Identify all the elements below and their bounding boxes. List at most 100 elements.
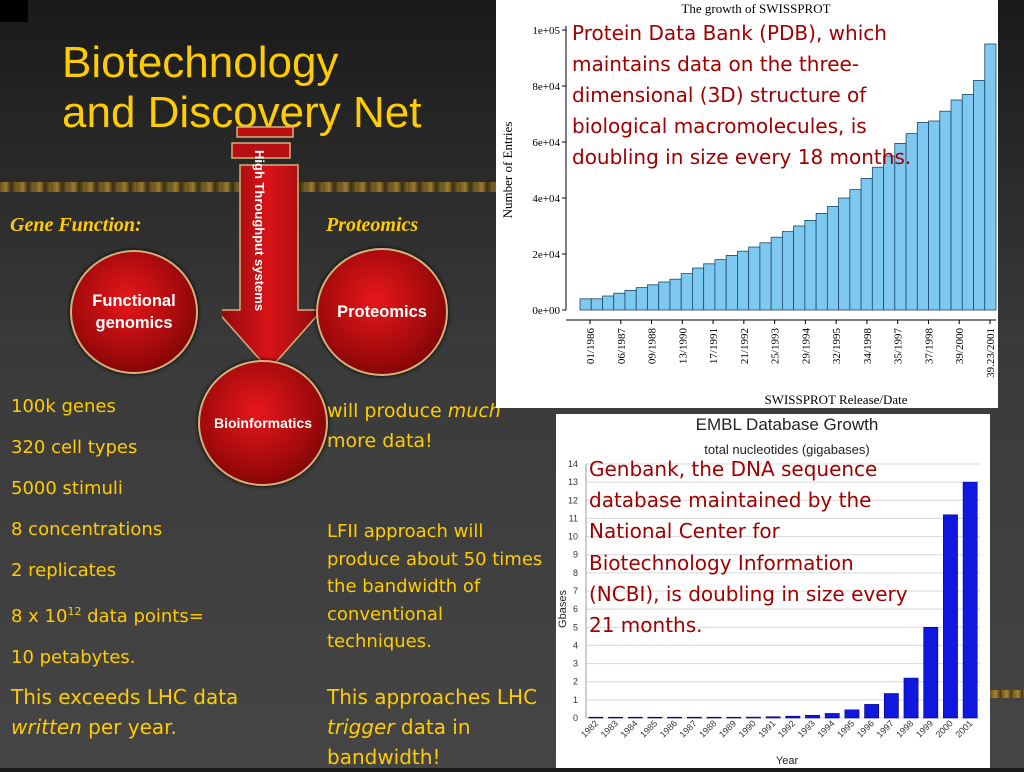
chart-y-label: Number of Entries — [500, 122, 515, 219]
bar — [647, 284, 660, 311]
y-tick-label: 11 — [569, 513, 578, 523]
y-tick-label: 3 — [573, 659, 578, 669]
bar — [950, 99, 963, 311]
bar — [602, 295, 615, 311]
bar — [939, 110, 952, 311]
bioinformatics-circle: Bioinformatics — [198, 360, 328, 486]
conclusion-part2: per year. — [81, 715, 177, 739]
middle-text-2: LFII approach will produce about 50 time… — [327, 521, 543, 652]
x-tick-label: 1996 — [855, 718, 876, 739]
y-tick-label: 6e+04 — [532, 137, 560, 149]
bar — [805, 714, 820, 719]
y-tick-label: 1e+05 — [532, 25, 560, 37]
bar — [635, 287, 648, 311]
bar — [883, 693, 899, 719]
decorative-band-right — [990, 690, 1024, 698]
functional-genomics-circle: Functional genomics — [70, 250, 198, 374]
x-tick-label: 06/1987 — [616, 328, 628, 365]
list-item: 8 concentrations — [11, 519, 163, 540]
bar — [725, 254, 738, 311]
x-tick-label: 1984 — [618, 718, 639, 739]
x-tick-label: 13/1990 — [677, 328, 689, 365]
y-tick-label: 7 — [573, 586, 578, 596]
y-tick-label: 1 — [573, 695, 578, 705]
y-tick-label: 14 — [568, 459, 578, 469]
list-item-suffix: data points= — [81, 606, 204, 627]
y-tick-label: 6 — [573, 604, 578, 614]
bar — [785, 715, 801, 719]
functional-genomics-label: Functional genomics — [92, 292, 176, 332]
x-tick-label: 37/1998 — [923, 328, 935, 365]
bar — [624, 289, 637, 311]
x-tick-label: 1992 — [776, 718, 797, 739]
x-tick-label: 01/1986 — [585, 328, 597, 365]
gene-function-heading: Gene Function: — [10, 214, 142, 236]
bar — [667, 716, 683, 719]
y-tick-label: 5 — [573, 622, 578, 632]
bar — [824, 713, 840, 719]
embl-chart: EMBL Database Growth total nucleotides (… — [556, 414, 990, 768]
list-item: 10 petabytes. — [11, 647, 136, 668]
x-tick-label: 1989 — [717, 718, 738, 739]
bar — [588, 716, 604, 719]
bar — [706, 716, 722, 719]
chart-x-label: SWISSPROT Release/Date — [764, 392, 907, 407]
chart-subtitle: total nucleotides (gigabases) — [704, 442, 870, 457]
bar — [871, 166, 884, 311]
y-tick-label: 8 — [573, 568, 578, 578]
x-tick-label: 1999 — [914, 718, 935, 739]
conclusion-part1: This exceeds LHC data — [11, 685, 239, 709]
bar — [647, 716, 663, 719]
y-tick-label: 0 — [573, 713, 578, 723]
list-item: 100k genes — [11, 396, 116, 417]
bar — [903, 677, 919, 719]
bar — [692, 267, 705, 311]
bar — [844, 709, 860, 719]
left-list: 100k genes 320 cell types 5000 stimuli 8… — [11, 396, 311, 669]
bar — [860, 177, 873, 311]
proteomics-label: Proteomics — [337, 302, 427, 321]
y-tick-label: 2 — [573, 677, 578, 687]
bar — [838, 197, 851, 311]
middle-text-1-part2: more data! — [327, 430, 433, 452]
chart-x-label: Year — [776, 755, 799, 767]
y-tick-label: 10 — [568, 532, 578, 542]
x-tick-label: 1987 — [678, 718, 699, 739]
x-tick-label: 1990 — [737, 718, 758, 739]
bar — [962, 481, 978, 719]
bar — [714, 259, 727, 311]
y-tick-label: 0e+00 — [532, 305, 560, 317]
bar — [793, 225, 806, 311]
y-tick-label: 13 — [568, 477, 578, 487]
middle-text-1-italic: much — [447, 400, 501, 422]
swissprot-chart: The growth of SWISSPROT Number of Entrie… — [496, 0, 998, 408]
bar — [658, 281, 671, 311]
down-arrow-icon — [222, 126, 322, 372]
bar — [737, 250, 750, 311]
bar — [608, 716, 623, 719]
bar — [703, 263, 716, 311]
x-tick-label: 39.23/2001 — [985, 328, 997, 378]
x-tick-label: 1993 — [796, 718, 817, 739]
swissprot-chart-svg: The growth of SWISSPROT Number of Entrie… — [500, 1, 997, 407]
y-tick-label: 9 — [573, 550, 578, 560]
proteomics-circle: Proteomics — [316, 248, 448, 376]
x-tick-label: 1991 — [756, 718, 777, 739]
slide-title: Biotechnology and Discovery Net — [62, 38, 502, 138]
bar — [759, 242, 772, 311]
embl-chart-svg: EMBL Database Growth total nucleotides (… — [557, 415, 980, 767]
bar — [973, 80, 986, 311]
list-item: 5000 stimuli — [11, 478, 123, 499]
x-tick-label: 1988 — [697, 718, 718, 739]
list-item: 2 replicates — [11, 560, 117, 581]
x-tick-label: 1994 — [815, 718, 836, 739]
bar — [815, 212, 828, 311]
list-item-superscript: 12 — [67, 605, 82, 618]
x-tick-label: 34/1998 — [862, 328, 874, 365]
x-tick-label: 1986 — [658, 718, 679, 739]
list-item: 320 cell types — [11, 437, 138, 458]
conclusion-italic: written — [11, 715, 82, 739]
bioinformatics-label: Bioinformatics — [213, 415, 312, 431]
x-tick-label: 2001 — [953, 718, 974, 739]
list-item: 8 x 1012 data points= — [11, 601, 311, 628]
